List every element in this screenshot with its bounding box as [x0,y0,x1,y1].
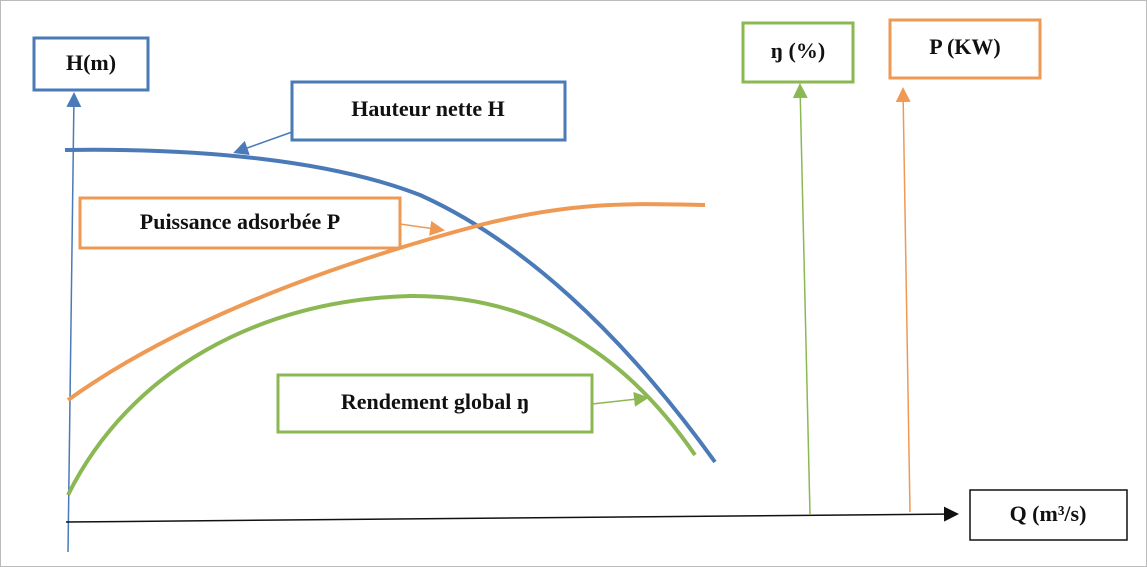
label-box [276,373,594,434]
eta-curve [66,293,697,496]
h-axis [66,92,82,553]
pointer [399,220,445,236]
label: P (KW) [929,34,1001,59]
label-box [888,18,1042,80]
label-box [290,80,567,142]
label: ŋ (%) [771,38,825,63]
label-box [969,489,1128,541]
p-curve [66,202,706,402]
label-box [32,36,150,92]
label: Hauteur nette H [351,96,505,121]
eta-axis [792,83,811,516]
pointer [233,131,293,156]
label: H(m) [66,50,116,75]
p-axis [895,87,911,513]
q-axis [65,506,959,523]
label: Q (m³/s) [1010,501,1087,526]
label-box [741,21,855,84]
label-box [78,196,402,250]
pointer [591,391,649,407]
h-curve [64,147,717,464]
label: Puissance adsorbée P [140,209,340,234]
label: Rendement global ŋ [341,389,529,414]
